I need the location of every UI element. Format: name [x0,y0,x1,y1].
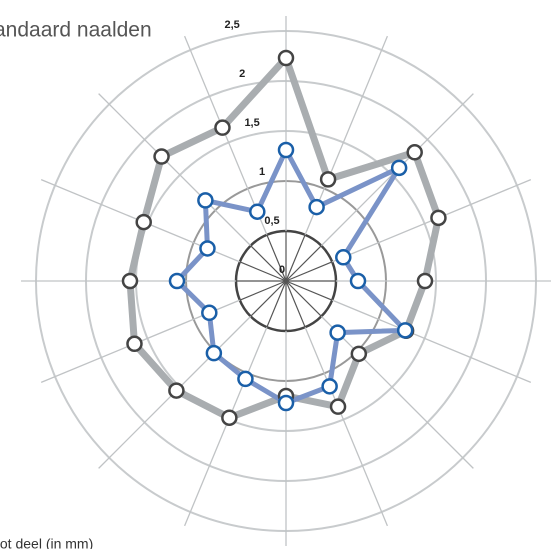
spoke-inner [239,261,287,282]
spoke-inner [266,280,287,328]
marker [277,141,295,159]
spoke-inner [285,280,306,328]
marker [277,394,295,412]
r-tick-label: 1,5 [244,117,259,129]
axis-label: tot deel (in mm) [0,536,93,549]
marker [329,324,346,341]
spoke-inner [239,280,287,301]
spoke [183,326,268,527]
spoke-inner [285,280,333,301]
marker [416,272,434,290]
spoke [331,299,532,384]
spoke-inner [266,234,287,282]
spoke-inner [285,234,306,282]
marker [221,409,238,426]
marker [335,249,352,266]
marker [237,370,254,388]
marker [349,272,367,290]
marker [126,335,143,353]
r-tick-label: 2,5 [225,19,240,31]
spoke-inner [250,245,287,282]
marker [406,144,423,161]
marker [396,322,414,339]
marker [168,272,186,290]
marker [350,345,368,363]
r-tick-label: 1 [259,166,265,178]
marker [430,209,447,227]
spoke-inner [285,245,322,282]
marker [197,192,214,209]
spoke-inner [285,261,333,282]
marker [277,49,295,67]
r-tick-label: 0 [279,264,285,276]
spoke-inner [285,280,322,317]
marker [249,203,266,220]
marker [201,304,218,322]
marker [321,378,338,395]
subtitle: andaard naalden [0,19,152,42]
marker [168,382,185,399]
spoke [98,93,252,247]
spoke [304,326,389,527]
spoke [183,35,268,236]
spoke [320,315,474,469]
marker [121,272,139,290]
marker [319,171,337,188]
spoke-inner [250,280,287,317]
marker [390,159,408,177]
r-tick-label: 0,5 [264,215,279,227]
marker [308,198,325,216]
marker [199,240,216,257]
marker [214,119,231,136]
marker [135,213,152,231]
marker [153,148,170,165]
marker [205,344,223,362]
r-tick-label: 2 [239,68,245,80]
marker [329,398,347,415]
